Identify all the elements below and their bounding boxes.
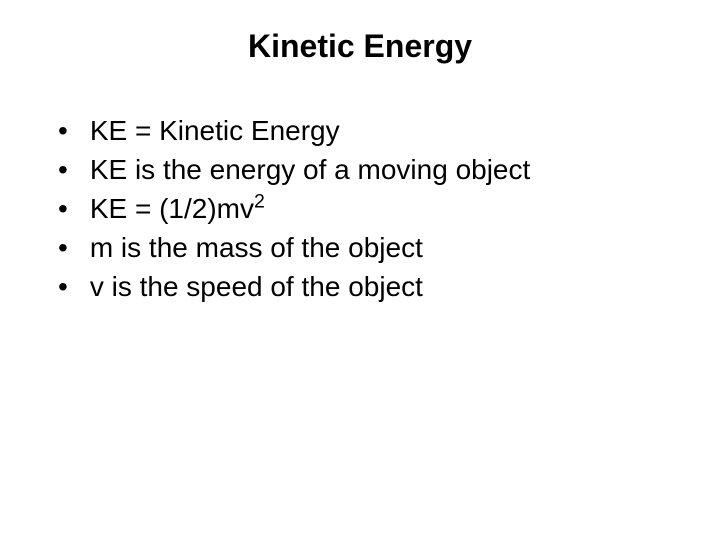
formula-superscript: 2 (254, 191, 265, 213)
bullet-dot-icon: • (58, 113, 68, 148)
list-item: • KE is the energy of a moving object (58, 152, 670, 187)
slide: Kinetic Energy • KE = Kinetic Energy • K… (0, 0, 720, 540)
bullet-text: KE is the energy of a moving object (90, 152, 670, 187)
formula-base: KE = (1/2)mv (90, 193, 254, 224)
bullet-text: m is the mass of the object (90, 230, 670, 265)
bullet-list: • KE = Kinetic Energy • KE is the energy… (50, 113, 670, 304)
bullet-text: v is the speed of the object (90, 269, 670, 304)
list-item: • m is the mass of the object (58, 230, 670, 265)
list-item: • v is the speed of the object (58, 269, 670, 304)
slide-title: Kinetic Energy (50, 28, 670, 65)
bullet-dot-icon: • (58, 269, 68, 304)
bullet-text: KE = Kinetic Energy (90, 113, 670, 148)
bullet-dot-icon: • (58, 152, 68, 187)
bullet-dot-icon: • (58, 230, 68, 265)
list-item: • KE = (1/2)mv2 (58, 191, 670, 226)
bullet-dot-icon: • (58, 191, 68, 226)
list-item: • KE = Kinetic Energy (58, 113, 670, 148)
bullet-text: KE = (1/2)mv2 (90, 191, 670, 226)
